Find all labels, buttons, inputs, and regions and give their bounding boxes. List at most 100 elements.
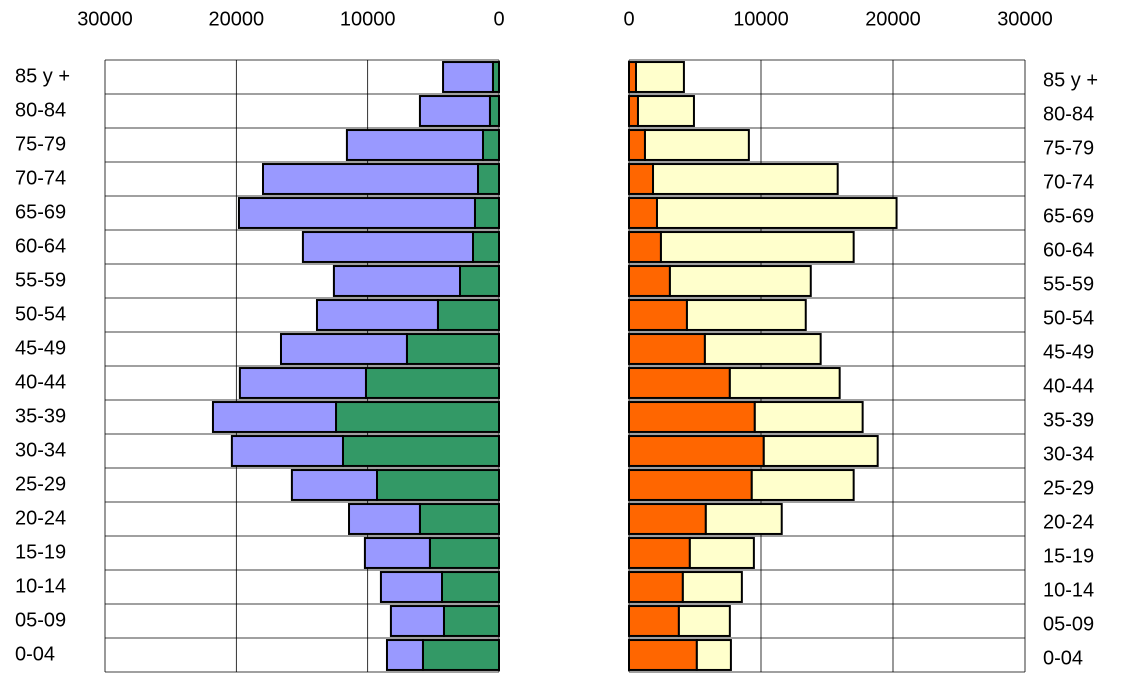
bar	[655, 197, 898, 229]
bar	[652, 163, 839, 195]
bar	[290, 469, 378, 501]
bar	[476, 163, 500, 195]
bar	[636, 95, 695, 127]
y-tick-label: 55-59	[15, 269, 66, 291]
y-tick-label: 0-04	[15, 643, 55, 665]
bar	[628, 163, 655, 195]
bar	[230, 435, 344, 467]
bar	[677, 605, 731, 637]
y-tick-label: 70-74	[1043, 171, 1094, 193]
bar	[379, 571, 444, 603]
bar	[279, 333, 408, 365]
y-tick-label: 20-24	[1043, 511, 1094, 533]
bar	[628, 367, 731, 399]
y-tick-label: 30-34	[1043, 443, 1094, 465]
bar	[668, 265, 812, 297]
y-tick-label: 35-39	[15, 405, 66, 427]
bar	[237, 197, 476, 229]
y-tick-label: 15-19	[15, 541, 66, 563]
y-tick-label: 45-49	[15, 337, 66, 359]
bar	[762, 435, 879, 467]
bar	[628, 197, 658, 229]
y-tick-label: 20-24	[15, 507, 66, 529]
y-tick-label: 75-79	[1043, 137, 1094, 159]
y-tick-label: 60-64	[15, 235, 66, 257]
bar	[261, 163, 479, 195]
bar	[628, 469, 753, 501]
bar	[458, 265, 500, 297]
y-tick-label: 65-69	[15, 201, 66, 223]
y-tick-label: 85 y +	[1043, 69, 1098, 91]
y-tick-label: 85 y +	[15, 65, 70, 87]
bar	[211, 401, 338, 433]
bar	[628, 571, 684, 603]
bar	[628, 401, 756, 433]
y-tick-label: 25-29	[1043, 477, 1094, 499]
bar	[628, 299, 688, 331]
y-tick-label: 10-14	[1043, 579, 1094, 601]
x-tick-label: 20000	[865, 8, 921, 30]
bar	[488, 95, 500, 127]
bar	[628, 435, 765, 467]
bar	[363, 537, 431, 569]
bar	[628, 61, 637, 93]
x-tick-label: 30000	[997, 8, 1053, 30]
bar	[481, 129, 500, 161]
y-tick-label: 50-54	[1043, 307, 1094, 329]
bar	[471, 231, 501, 263]
bar	[628, 265, 671, 297]
bar	[385, 639, 424, 671]
bar	[421, 639, 501, 671]
y-tick-label: 80-84	[1043, 103, 1094, 125]
y-tick-label: 65-69	[1043, 205, 1094, 227]
x-tick-label: 10000	[340, 8, 396, 30]
bar	[442, 605, 501, 637]
bar	[628, 605, 680, 637]
y-tick-label: 10-14	[15, 575, 66, 597]
y-tick-label: 40-44	[1043, 375, 1094, 397]
bar	[332, 265, 461, 297]
bar	[341, 435, 501, 467]
bar	[238, 367, 367, 399]
bar	[345, 129, 484, 161]
y-tick-label: 05-09	[15, 609, 66, 631]
y-tick-label: 05-09	[1043, 613, 1094, 635]
bar	[643, 129, 750, 161]
y-tick-label: 40-44	[15, 371, 66, 393]
x-tick-label: 0	[493, 8, 504, 30]
y-tick-label: 70-74	[15, 167, 66, 189]
bar	[473, 197, 501, 229]
bar	[405, 333, 500, 365]
x-tick-label: 10000	[733, 8, 789, 30]
bar	[418, 95, 491, 127]
y-tick-label: 30-34	[15, 439, 66, 461]
x-tick-label: 30000	[77, 8, 133, 30]
bar	[628, 639, 698, 671]
bar	[315, 299, 439, 331]
bar	[628, 129, 646, 161]
y-tick-label: 45-49	[1043, 341, 1094, 363]
bar	[688, 537, 755, 569]
bar	[418, 503, 501, 535]
bar	[628, 503, 707, 535]
bar	[301, 231, 474, 263]
bar	[704, 503, 783, 535]
y-tick-label: 25-29	[15, 473, 66, 495]
bar	[348, 503, 421, 535]
bar	[389, 605, 445, 637]
bar	[436, 299, 500, 331]
y-tick-label: 15-19	[1043, 545, 1094, 567]
y-tick-label: 0-04	[1043, 647, 1083, 669]
bar	[364, 367, 500, 399]
bar	[728, 367, 841, 399]
bar	[685, 299, 807, 331]
y-tick-label: 80-84	[15, 99, 66, 121]
x-tick-label: 20000	[209, 8, 265, 30]
bar	[628, 333, 706, 365]
bar	[628, 537, 691, 569]
bar	[659, 231, 855, 263]
y-tick-label: 50-54	[15, 303, 66, 325]
bar	[335, 401, 500, 433]
bar	[375, 469, 500, 501]
